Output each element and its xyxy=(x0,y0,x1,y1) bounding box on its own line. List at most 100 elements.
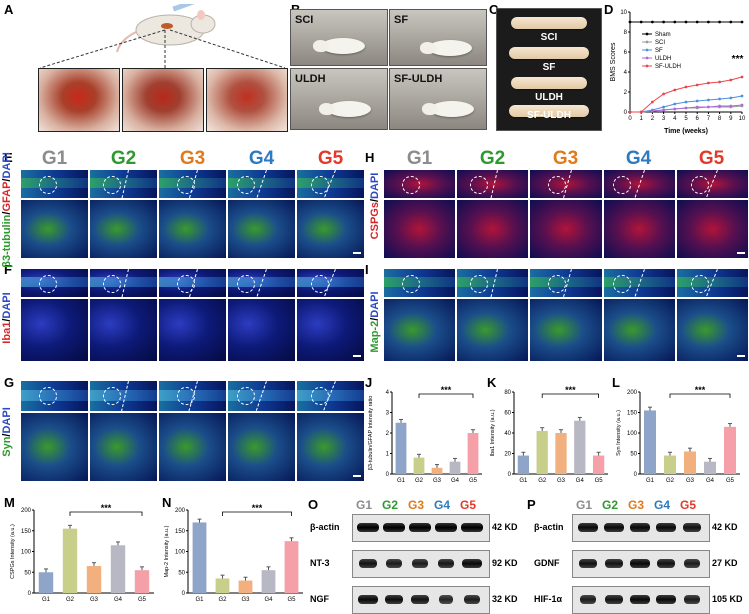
panel-letter-k: K xyxy=(487,375,497,390)
data-point xyxy=(729,104,733,108)
x-tick-label: G1 xyxy=(397,478,406,484)
blot-band xyxy=(605,595,623,604)
micrograph-f-overview-g2 xyxy=(90,269,157,297)
group-label-g3-right: G3 xyxy=(552,148,579,169)
iba1-bar-chart: 0 20 40 60 80 Iba1 Intensity (a.u.) G1 G2 G3 G4 G5… xyxy=(490,385,608,484)
blot-band xyxy=(579,559,597,568)
legend-label: ULDH xyxy=(655,56,671,62)
micrograph-f-overview-g1 xyxy=(21,269,88,297)
blot-o-strip-1 xyxy=(352,550,490,578)
panel-letter-l: L xyxy=(612,375,620,390)
blot-band xyxy=(464,595,480,604)
micrograph-e-zoom-g2 xyxy=(90,200,157,258)
x-tick-label: G4 xyxy=(451,478,460,484)
blot-band xyxy=(684,595,700,604)
behavior-photo-sf: SF xyxy=(389,9,487,66)
x-tick-label: 7 xyxy=(707,116,711,122)
lesion-boundary xyxy=(632,170,645,198)
y-tick-label: 3 xyxy=(386,411,390,417)
x-tick-label: G4 xyxy=(706,478,715,484)
data-point xyxy=(729,20,733,24)
rat-head-icon xyxy=(319,103,335,115)
western-blot-o: G1 G2 G3 G4 G5 β-actin NT-3 NGF 42 KD 92… xyxy=(310,498,528,614)
surgery-photo-2 xyxy=(122,68,204,132)
x-tick-label: G4 xyxy=(264,597,273,603)
legend-marker xyxy=(645,56,649,60)
tissue-band xyxy=(90,390,157,401)
bar-g4 xyxy=(110,545,126,593)
behavior-photo-sci: SCI xyxy=(290,9,388,66)
roi-circle-icon xyxy=(690,176,709,194)
tissue-band xyxy=(530,276,602,288)
panel-letter-d: D xyxy=(604,2,614,17)
blot-o-strip-0 xyxy=(352,514,490,542)
panel-letter-p: P xyxy=(527,497,536,512)
data-point xyxy=(707,105,710,109)
x-tick-label: 6 xyxy=(696,116,700,122)
roi-circle-icon xyxy=(690,275,709,293)
data-point xyxy=(684,100,688,104)
x-tick-label: 1 xyxy=(640,116,644,122)
roi-circle-icon xyxy=(237,176,255,194)
significance-annotation: *** xyxy=(565,385,576,395)
x-tick-label: G2 xyxy=(666,478,675,484)
data-point xyxy=(740,94,744,98)
panel-letter-f: F xyxy=(4,262,12,277)
stain-i-dapi: DAPI xyxy=(369,291,381,318)
blot-p-kd-0: 42 KD xyxy=(712,522,738,532)
blot-o-strip-2 xyxy=(352,586,490,614)
blot-band xyxy=(578,523,598,532)
y-tick-label: 4 xyxy=(386,390,390,396)
roi-circle-icon xyxy=(548,176,567,194)
micrograph-h-overview-g3 xyxy=(530,170,602,198)
blot-p-strip-0 xyxy=(572,514,710,542)
bar-g2 xyxy=(664,455,676,474)
significance-bracket xyxy=(541,393,599,398)
bar-g4 xyxy=(704,461,716,474)
significance-bracket xyxy=(669,393,731,398)
y-tick-label: 6 xyxy=(624,50,628,56)
blot-band xyxy=(435,523,457,532)
blot-band xyxy=(359,559,377,568)
spinal-cord-sci xyxy=(511,17,587,29)
bar-g3 xyxy=(684,451,696,474)
significance-bracket xyxy=(69,511,143,516)
significance-bracket xyxy=(418,393,474,398)
y-tick-label: 0 xyxy=(28,591,32,597)
y-tick-label: 1 xyxy=(386,452,390,458)
behavior-label-uldh: ULDH xyxy=(295,73,326,85)
blot-band xyxy=(683,523,701,532)
x-tick-label: G5 xyxy=(287,597,296,603)
data-point xyxy=(695,105,699,109)
bar-g2 xyxy=(536,430,548,474)
scale-bar xyxy=(353,252,361,254)
roi-circle-icon xyxy=(39,176,57,194)
behavior-label-sf: SF xyxy=(394,14,409,26)
rat-icon xyxy=(321,38,365,54)
bar-g5 xyxy=(284,541,299,593)
x-tick-label: G1 xyxy=(42,597,51,603)
blot-band xyxy=(411,595,429,604)
data-point xyxy=(718,80,721,84)
x-tick-label: G2 xyxy=(218,597,227,603)
group-label-g4-right: G4 xyxy=(625,148,652,169)
data-point xyxy=(662,105,665,109)
blot-p-g5: G5 xyxy=(680,498,697,512)
micrograph-g-zoom-g5 xyxy=(297,413,364,481)
x-tick-label: G1 xyxy=(646,478,655,484)
bar-g3 xyxy=(86,566,102,593)
micrograph-h-zoom-g1 xyxy=(384,200,456,258)
data-point xyxy=(718,97,721,101)
tissue-band xyxy=(90,277,157,288)
lesion-boundary xyxy=(489,170,499,198)
y-tick-label: 100 xyxy=(627,431,638,437)
rat-head-icon xyxy=(313,40,329,52)
data-point xyxy=(707,81,710,85)
data-point xyxy=(673,88,677,92)
blot-band xyxy=(357,523,379,532)
y-tick-label: 0 xyxy=(624,110,628,116)
roi-circle-icon xyxy=(177,176,195,194)
micrograph-h-overview-g1 xyxy=(384,170,456,198)
micrograph-g-zoom-g4 xyxy=(228,413,295,481)
x-tick-label: G3 xyxy=(557,478,566,484)
